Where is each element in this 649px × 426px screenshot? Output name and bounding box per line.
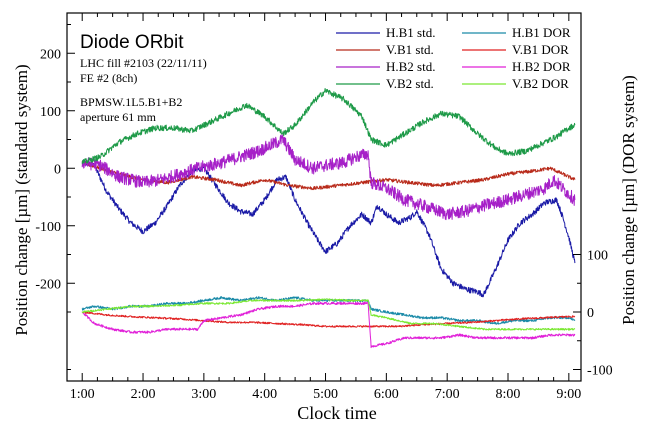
legend-label: V.B1 DOR: [512, 42, 569, 57]
annotation-bpm: BPMSW.1L5.B1+B2: [80, 95, 182, 109]
x-tick-label: 8:00: [496, 387, 521, 402]
chart-title: Diode ORbit: [80, 32, 184, 53]
x-axis-ticks: 1:00 2:00 3:00 4:00 5:00 6:00 7:00 8:00 9:00: [70, 13, 581, 402]
series-line-v-b2-std-: [81, 88, 576, 165]
series-layer: [81, 88, 576, 349]
series-line-v-b1-std-: [81, 161, 576, 191]
series-line-h-b2-std-: [81, 134, 576, 221]
legend-label: V.B2 DOR: [512, 76, 569, 91]
x-tick-label: 2:00: [131, 387, 156, 402]
x-tick-label: 5:00: [313, 387, 338, 402]
x-tick-label: 1:00: [70, 387, 95, 402]
annotation-fe: FE #2 (8ch): [80, 71, 137, 85]
left-tick-label: -100: [35, 220, 61, 235]
x-tick-label: 6:00: [374, 387, 399, 402]
left-tick-label: 200: [40, 47, 61, 62]
right-axis-ticks: 100 0 -100: [573, 249, 613, 379]
legend-label: H.B2 DOR: [512, 59, 571, 74]
series-line-h-b2-dor: [81, 301, 576, 349]
x-tick-label: 9:00: [556, 387, 581, 402]
legend-label: H.B1 std.: [386, 25, 435, 40]
legend-label: H.B2 std.: [386, 59, 435, 74]
left-tick-label: 100: [40, 105, 61, 120]
series-line-v-b1-dor: [81, 310, 576, 328]
left-axis-label: Position change [µm] (standard system): [12, 64, 31, 335]
x-tick-label: 4:00: [252, 387, 277, 402]
left-tick-label: -200: [35, 277, 61, 292]
right-tick-label: 100: [587, 249, 608, 264]
series-line-h-b1-std-: [81, 159, 576, 298]
legend-label: H.B1 DOR: [512, 25, 571, 40]
x-tick-label: 7:00: [435, 387, 460, 402]
right-tick-label: -100: [587, 364, 613, 379]
annotation-fill: LHC fill #2103 (22/11/11): [80, 56, 207, 70]
x-axis-label: Clock time: [297, 403, 377, 423]
right-tick-label: 0: [587, 306, 594, 321]
legend-label: V.B2 std.: [386, 76, 434, 91]
left-axis-ticks: 200 100 0 -100 -200: [35, 24, 75, 370]
right-axis-label: Position change [µm] (DOR system): [619, 75, 638, 325]
series-line-v-b2-dor: [81, 298, 576, 331]
legend: H.B1 std. V.B1 std. H.B2 std. V.B2 std. H.B1…: [336, 25, 571, 91]
x-tick-label: 3:00: [191, 387, 216, 402]
left-tick-label: 0: [54, 162, 61, 177]
annotation-aperture: aperture 61 mm: [80, 110, 157, 124]
legend-label: V.B1 std.: [386, 42, 434, 57]
